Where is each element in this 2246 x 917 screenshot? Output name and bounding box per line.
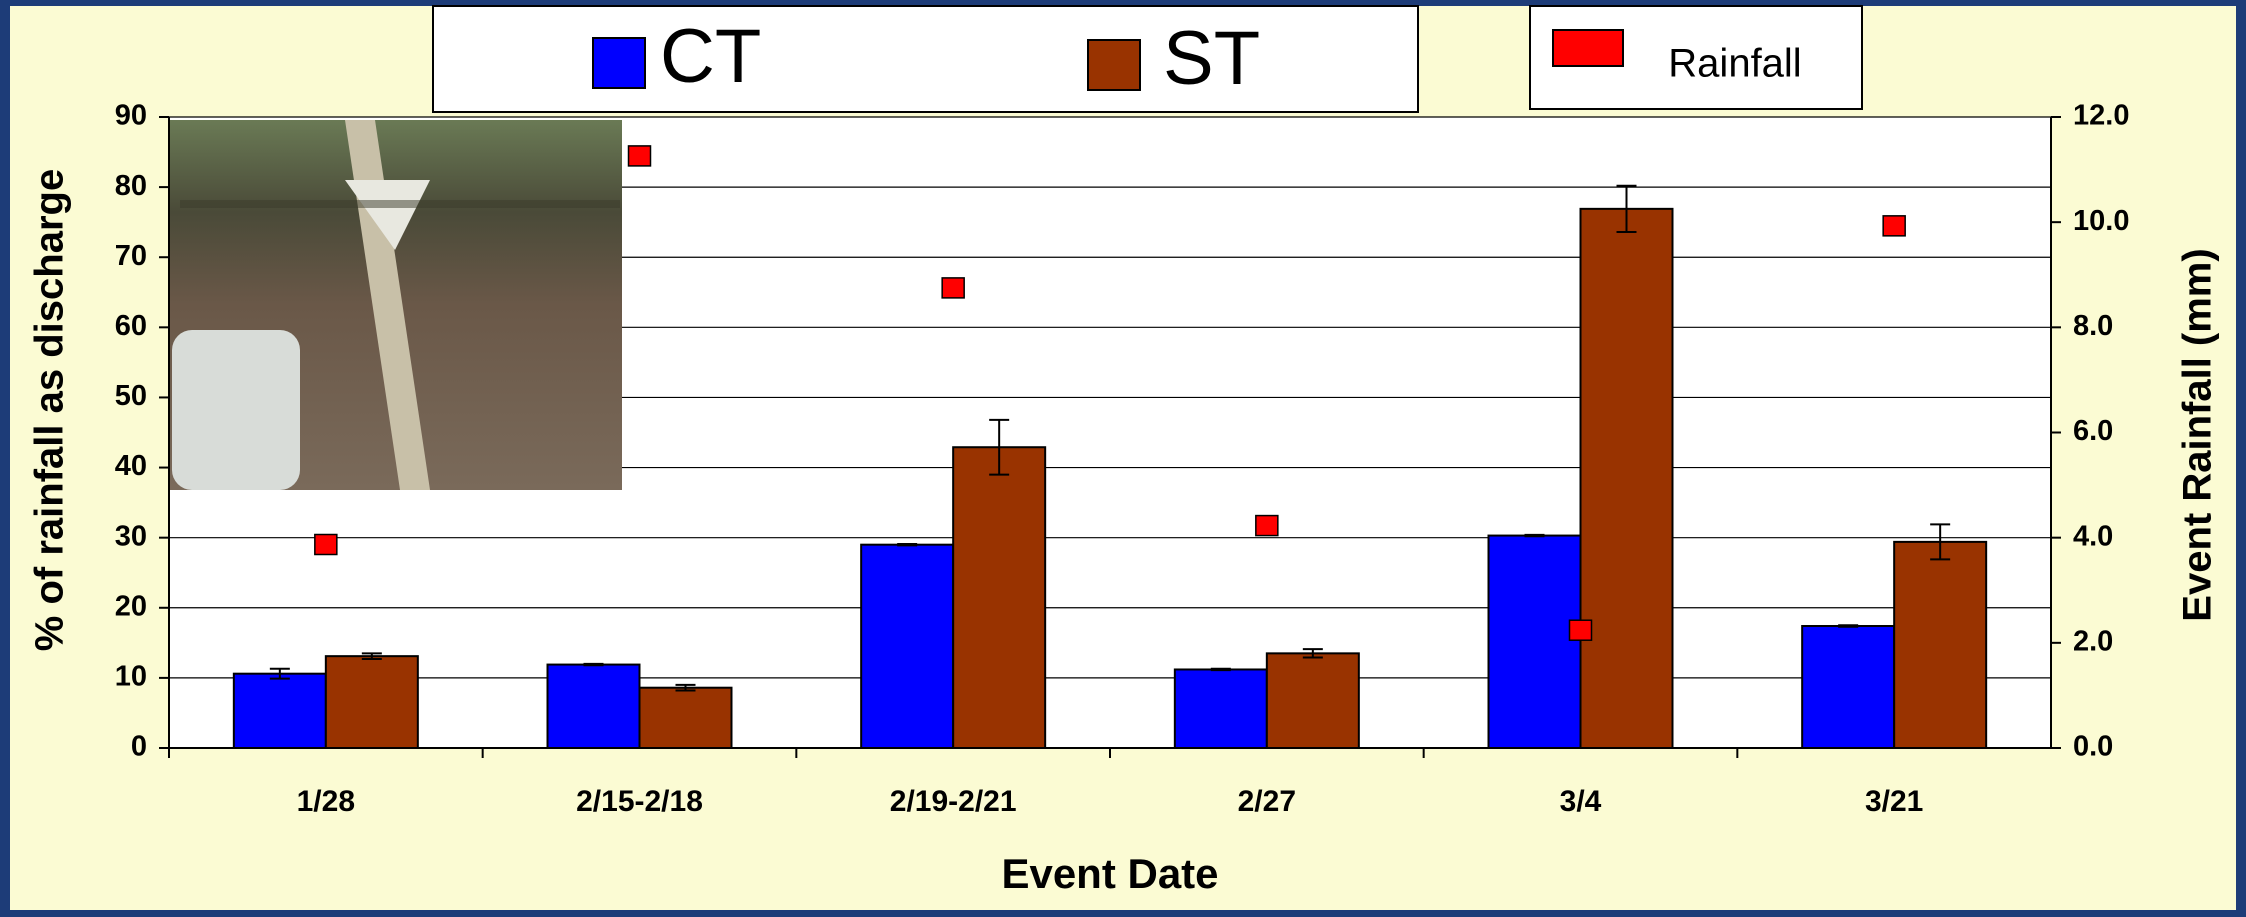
x-tick-label: 2/19-2/21 — [890, 785, 1017, 818]
bar — [326, 656, 418, 748]
x-tick-label: 1/28 — [297, 785, 355, 818]
error-bar — [1211, 669, 1231, 670]
y2-tick-label: 12.0 — [2073, 100, 2129, 132]
legend-label: Rainfall — [1668, 42, 1801, 86]
x-tick-label: 3/4 — [1560, 785, 1602, 818]
photo-inset — [170, 120, 622, 490]
error-bar — [584, 664, 604, 665]
y-tick-label: 10 — [115, 661, 147, 693]
y2-tick-label: 2.0 — [2073, 625, 2113, 657]
rainfall-marker — [629, 146, 651, 166]
error-bar — [1525, 535, 1545, 536]
y2-tick-label: 10.0 — [2073, 205, 2129, 237]
y-tick-label: 60 — [115, 310, 147, 342]
y-tick-label: 40 — [115, 450, 147, 482]
bar — [548, 665, 640, 748]
error-bar — [897, 544, 917, 545]
y-tick-label: 50 — [115, 380, 147, 412]
x-tick-label: 3/21 — [1865, 785, 1923, 818]
rainfall-marker — [1570, 620, 1592, 640]
bar — [1489, 536, 1581, 748]
y2-axis-title: Event Rainfall (mm) — [2176, 248, 2220, 621]
y-tick-label: 20 — [115, 590, 147, 622]
bar — [1894, 542, 1986, 748]
y-tick-label: 70 — [115, 240, 147, 272]
y-tick-label: 30 — [115, 520, 147, 552]
x-axis-title: Event Date — [1001, 850, 1218, 897]
legend-box — [433, 6, 1418, 112]
bar — [1802, 626, 1894, 748]
y-axis-title: % of rainfall as discharge — [28, 169, 72, 651]
bar — [234, 674, 326, 748]
rainfall-marker — [1883, 216, 1905, 236]
chart: 0 10 20 30 40 50 60 70 80 90 0.0 2.0 4.0 6.0 8.0 10.0 12… — [0, 0, 2246, 917]
y-tick-label: 0 — [131, 731, 147, 763]
y2-tick-label: 0.0 — [2073, 731, 2113, 763]
legend-swatch — [593, 38, 645, 88]
bar — [640, 688, 732, 748]
error-bar — [1838, 625, 1858, 626]
bar — [861, 545, 953, 748]
y2-tick-label: 4.0 — [2073, 520, 2113, 552]
x-tick-label: 2/27 — [1238, 785, 1296, 818]
bar — [1581, 209, 1673, 748]
rainfall-marker — [942, 278, 964, 298]
legend-label: ST — [1163, 16, 1260, 101]
photo-furrow — [180, 200, 620, 208]
y2-tick-label: 6.0 — [2073, 415, 2113, 447]
legend-swatch — [1553, 30, 1623, 66]
bar — [1175, 669, 1267, 748]
rainfall-marker — [1256, 516, 1278, 536]
legend-label: CT — [660, 14, 761, 99]
bar — [953, 447, 1045, 748]
y2-tick-label: 8.0 — [2073, 310, 2113, 342]
x-tick-label: 2/15-2/18 — [576, 785, 703, 818]
photo-bucket — [172, 330, 300, 490]
y-tick-label: 90 — [115, 100, 147, 132]
rainfall-marker — [315, 535, 337, 555]
bar — [1267, 653, 1359, 748]
y-tick-label: 80 — [115, 170, 147, 202]
legend-swatch — [1088, 40, 1140, 90]
